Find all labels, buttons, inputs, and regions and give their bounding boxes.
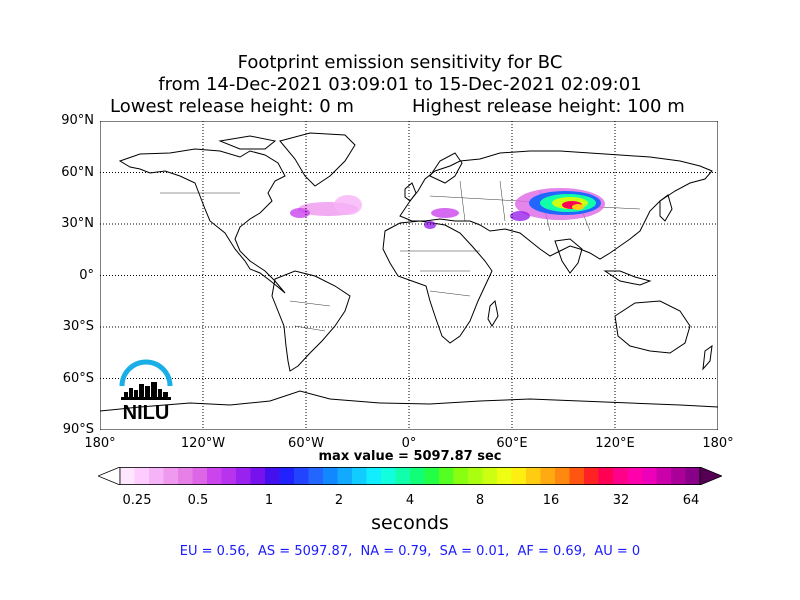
colorbar-extend-high bbox=[699, 467, 722, 485]
colorbar-segment bbox=[584, 467, 599, 485]
title-line-1: Footprint emission sensitivity for BC bbox=[237, 52, 563, 73]
colorbar-segment bbox=[120, 467, 135, 485]
colorbar-tick: 2 bbox=[334, 493, 344, 508]
colorbar-tick: 4 bbox=[405, 493, 415, 508]
colorbar-segment bbox=[134, 467, 150, 485]
lat-label-30s: 30°S bbox=[62, 319, 94, 334]
colorbar-segment bbox=[540, 467, 556, 485]
colorbar-segment bbox=[410, 467, 425, 485]
lon-label-60w: 60°W bbox=[288, 436, 324, 451]
colorbar-segment bbox=[453, 467, 469, 485]
colorbar-segment bbox=[598, 467, 614, 485]
lat-label-90n: 90°N bbox=[61, 113, 94, 128]
colorbar-segment bbox=[323, 467, 338, 485]
colorbar-unit-label: seconds bbox=[371, 512, 449, 534]
colorbar-tick: 8 bbox=[475, 493, 485, 508]
colorbar-segment bbox=[627, 467, 643, 485]
colorbar-segment bbox=[555, 467, 570, 485]
colorbar-segment bbox=[236, 467, 251, 485]
colorbar-segment bbox=[163, 467, 179, 485]
colorbar-segment bbox=[265, 467, 280, 485]
lat-label-60n: 60°N bbox=[61, 165, 94, 180]
colorbar-segment bbox=[308, 467, 324, 485]
colorbar-tick: 16 bbox=[542, 493, 560, 508]
svg-text:NILU: NILU bbox=[123, 402, 170, 422]
colorbar-tick: 0.5 bbox=[187, 493, 209, 508]
world-map bbox=[100, 121, 718, 430]
highest-release-height: Highest release height: 100 m bbox=[412, 96, 685, 117]
lon-label-120e: 120°E bbox=[595, 436, 635, 451]
colorbar-segment bbox=[642, 467, 657, 485]
graticule bbox=[100, 121, 718, 430]
colorbar-segment bbox=[178, 467, 193, 485]
colorbar-tick: 64 bbox=[682, 493, 700, 508]
lowest-release-height: Lowest release height: 0 m bbox=[110, 96, 354, 117]
colorbar-segment bbox=[613, 467, 628, 485]
colorbar-segment bbox=[569, 467, 585, 485]
colorbar-segment bbox=[221, 467, 237, 485]
colorbar-segment bbox=[207, 467, 222, 485]
colorbar-segment bbox=[279, 467, 295, 485]
nilu-logo: NILU bbox=[119, 359, 173, 422]
colorbar-segment bbox=[526, 467, 541, 485]
colorbar-segment bbox=[671, 467, 686, 485]
colorbar-segment bbox=[497, 467, 512, 485]
colorbar-segment bbox=[149, 467, 164, 485]
colorbar-segment bbox=[685, 467, 701, 485]
colorbar-segment bbox=[352, 467, 367, 485]
lon-label-0: 0° bbox=[401, 436, 417, 451]
colorbar-segment bbox=[294, 467, 309, 485]
colorbar bbox=[98, 467, 722, 485]
colorbar-segment bbox=[656, 467, 672, 485]
colorbar-extend-low bbox=[98, 467, 121, 485]
colorbar-segment bbox=[366, 467, 382, 485]
max-value: max value = 5097.87 sec bbox=[318, 449, 502, 464]
lon-label-180e: 180° bbox=[702, 436, 734, 451]
region-summary: EU = 0.56, AS = 5097.87, NA = 0.79, SA =… bbox=[179, 544, 641, 559]
lon-label-180w: 180° bbox=[84, 436, 116, 451]
colorbar-tick: 0.25 bbox=[122, 493, 152, 508]
colorbar-segment bbox=[468, 467, 483, 485]
title-line-2: from 14-Dec-2021 03:09:01 to 15-Dec-2021… bbox=[158, 74, 642, 95]
colorbar-segment bbox=[424, 467, 440, 485]
colorbar-segment bbox=[511, 467, 527, 485]
colorbar-segment bbox=[482, 467, 498, 485]
lat-label-30n: 30°N bbox=[61, 216, 94, 231]
colorbar-tick: 32 bbox=[612, 493, 630, 508]
colorbar-segment bbox=[250, 467, 266, 485]
colorbar-segment bbox=[192, 467, 208, 485]
lat-label-90s: 90°S bbox=[62, 422, 94, 437]
colorbar-segment bbox=[395, 467, 411, 485]
lat-label-0: 0° bbox=[79, 268, 94, 283]
colorbar-segment bbox=[439, 467, 454, 485]
lon-label-120w: 120°W bbox=[180, 436, 226, 451]
colorbar-frame bbox=[119, 467, 701, 485]
sensitivity-plumes bbox=[290, 188, 605, 229]
coastlines bbox=[100, 132, 718, 412]
colorbar-tick: 1 bbox=[264, 493, 274, 508]
lon-label-60e: 60°E bbox=[496, 436, 528, 451]
lat-label-60s: 60°S bbox=[62, 371, 94, 386]
colorbar-segment bbox=[337, 467, 353, 485]
colorbar-segment bbox=[381, 467, 396, 485]
